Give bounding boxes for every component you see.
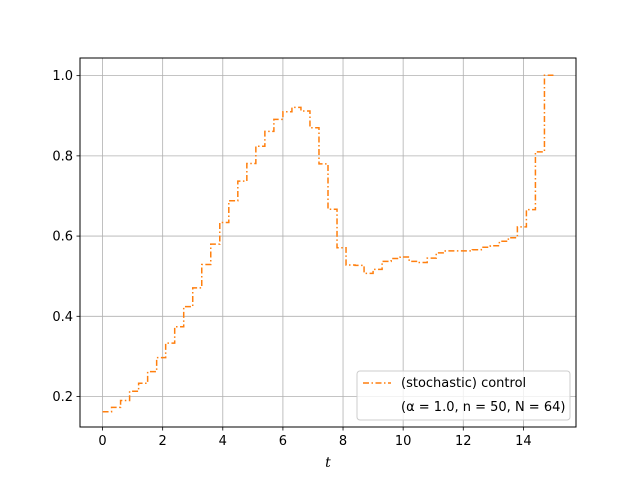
- x-tick-label: 4: [219, 434, 227, 449]
- y-tick-label: 0.6: [52, 230, 73, 245]
- y-tick-label: 0.8: [52, 149, 73, 164]
- x-tick-label: 12: [455, 434, 472, 449]
- y-tick-label: 0.4: [52, 310, 73, 325]
- x-axis-label: t: [325, 455, 331, 471]
- legend-entry-params: (α = 1.0, n = 50, N = 64): [401, 400, 565, 415]
- series-layer: [102, 74, 554, 413]
- x-tick-label: 14: [515, 434, 532, 449]
- y-axis-ticks: 0.2 0.4 0.6 0.8 1.0: [52, 69, 80, 405]
- x-tick-label: 8: [339, 434, 347, 449]
- grid: [80, 58, 576, 427]
- y-tick-label: 1.0: [52, 69, 73, 84]
- x-tick-label: 6: [279, 434, 287, 449]
- plot-frame: [79, 57, 577, 428]
- y-tick-label: 0.2: [52, 390, 73, 405]
- legend-box: [356, 370, 571, 421]
- x-tick-label: 10: [395, 434, 412, 449]
- series-line: [102, 74, 554, 413]
- legend-entry-series: (stochastic) control: [401, 376, 526, 391]
- legend: (stochastic) control (α = 1.0, n = 50, N…: [356, 370, 571, 421]
- x-tick-label: 2: [159, 434, 167, 449]
- x-axis-ticks: 0 2 4 6 8 10 12 14: [98, 427, 532, 449]
- x-tick-label: 0: [98, 434, 106, 449]
